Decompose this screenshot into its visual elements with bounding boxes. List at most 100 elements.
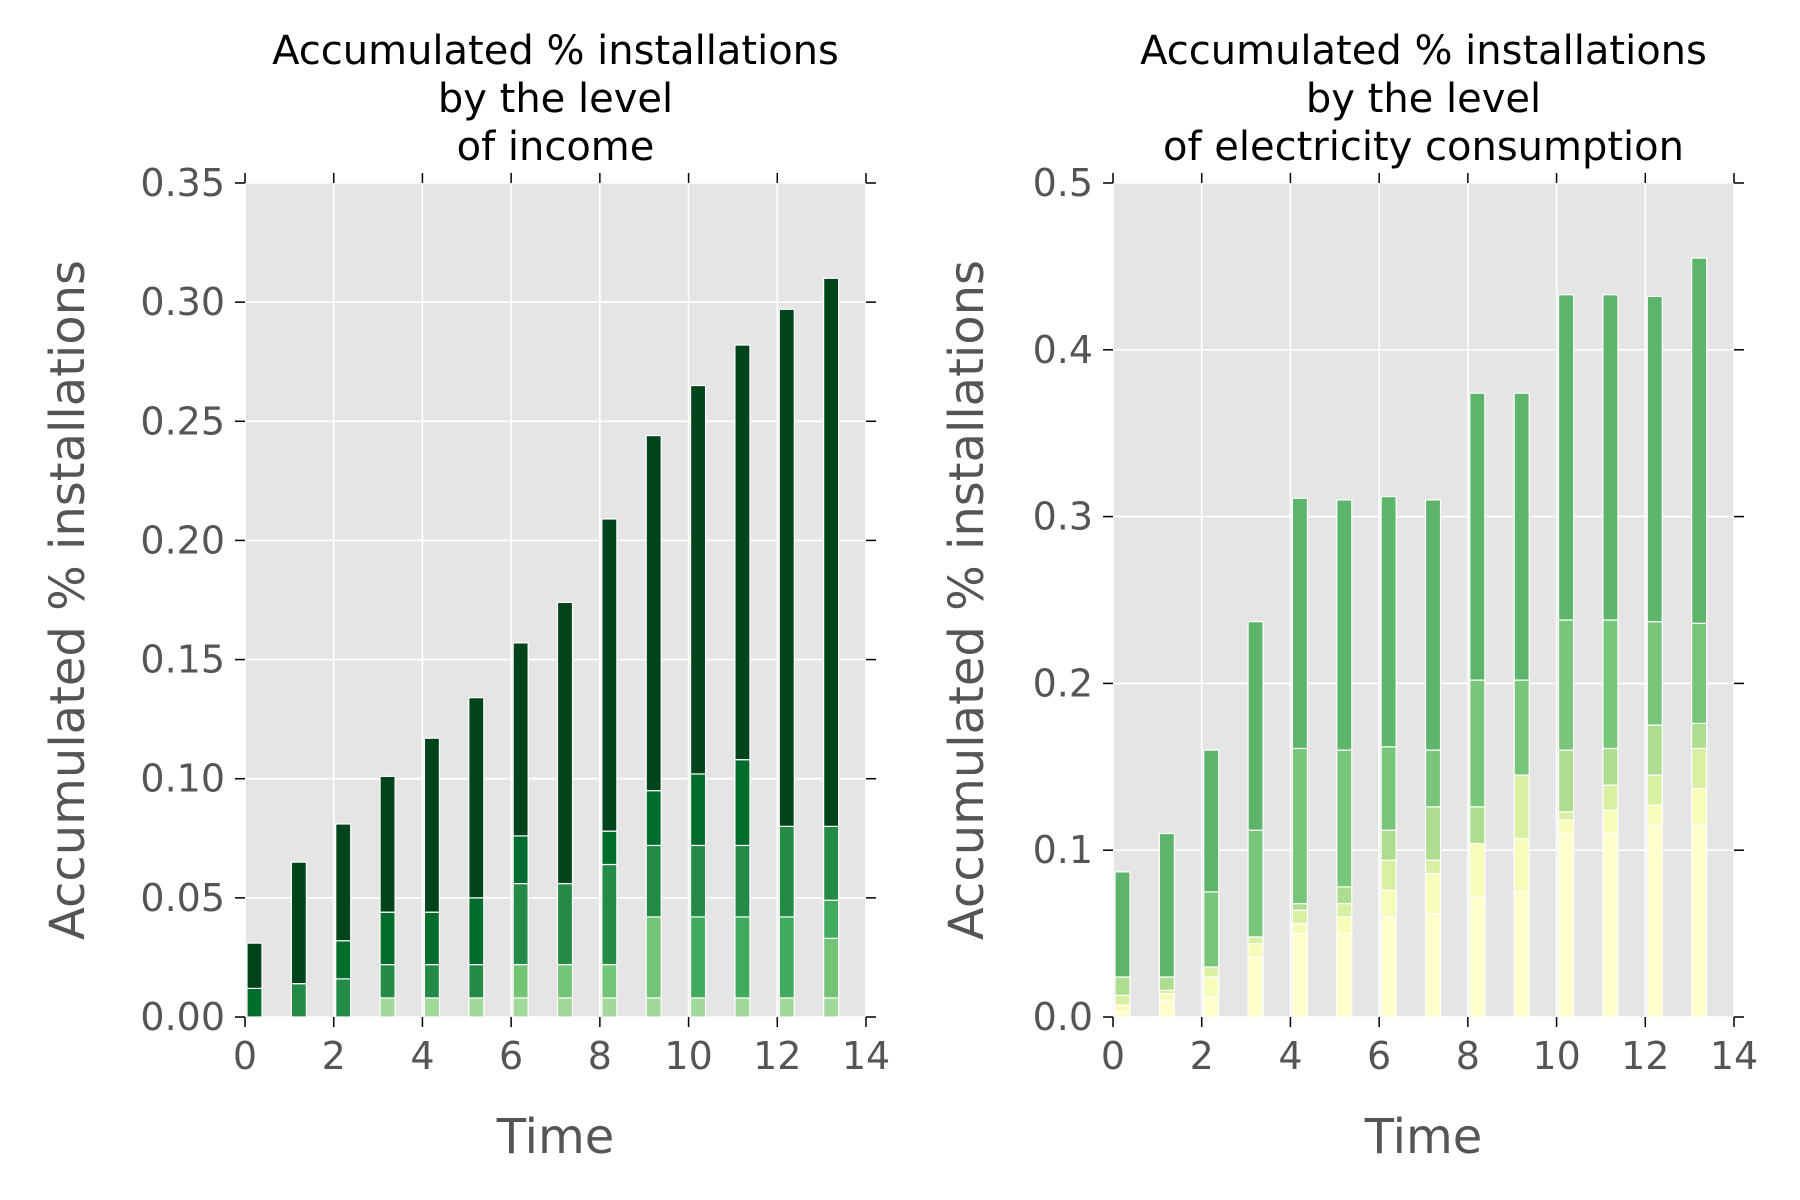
bar-segment (1336, 886, 1353, 905)
chart-title-line: Accumulated % installations (272, 28, 839, 74)
bar-segment (1380, 889, 1397, 918)
bar-segment (1646, 774, 1663, 806)
bar-segment (823, 899, 840, 939)
bar-segment (1513, 837, 1530, 893)
x-tick-label: 0 (1101, 1034, 1125, 1078)
bar-segment (1602, 747, 1619, 786)
bar-segment (1114, 994, 1131, 1006)
bar-segment (1424, 912, 1442, 1018)
y-tick-label: 0.1 (1033, 828, 1093, 872)
bar-segment (1158, 993, 1175, 1001)
bar-segment (335, 940, 352, 980)
bar-segment (512, 963, 529, 999)
bar-segment (1557, 294, 1575, 621)
bar-segment (1469, 392, 1486, 681)
bar-segment (1247, 956, 1264, 1018)
bar-segment (379, 963, 396, 999)
x-tick-label: 8 (1456, 1034, 1480, 1078)
bar-segment (734, 759, 751, 847)
bar-segment (423, 997, 441, 1018)
bar-segment (556, 963, 574, 999)
bar-segment (823, 997, 840, 1018)
bar-segment (1602, 809, 1619, 835)
bar-segment (379, 997, 396, 1018)
bar-segment (423, 737, 441, 913)
bar-segment (335, 978, 352, 1018)
bar-segment (1646, 295, 1663, 623)
bar-segment (1336, 916, 1353, 935)
chart-panel-1: 0 2 4 6 8 10 12 14 0.00 0.05 0.10 0.15 0.20 0.25 0.30 0… (40, 28, 890, 1165)
bar-segment (1291, 922, 1309, 935)
bar-segment (734, 844, 751, 918)
chart-title-line: of electricity consumption (1163, 124, 1684, 170)
bar-segment (645, 916, 662, 999)
bar-segment (601, 863, 618, 966)
bar-segment (1513, 774, 1530, 840)
bar-segment (645, 997, 662, 1018)
bar-segment (1646, 621, 1663, 726)
bar-segment (1424, 499, 1442, 751)
bar-segment (1114, 1011, 1131, 1018)
bar-segment (689, 844, 707, 918)
bar-segment (1291, 902, 1309, 911)
bar-segment (778, 997, 795, 1018)
bar-segment (379, 911, 396, 966)
y-tick-label: 0.3 (1033, 495, 1093, 539)
bar-segment (1424, 859, 1442, 875)
bar-segment (1336, 499, 1353, 751)
bar-segment (290, 983, 307, 1018)
x-tick-label: 0 (233, 1034, 257, 1078)
y-axis-label: Accumulated % installations (939, 260, 995, 940)
bar-segment (1424, 806, 1442, 861)
bar-segment (1557, 619, 1575, 751)
bar-segment (1469, 842, 1486, 898)
x-axis-label: Time (496, 1109, 614, 1165)
bar-segment (1380, 859, 1397, 891)
bar-segment (1158, 976, 1175, 991)
x-tick-label: 6 (1367, 1034, 1391, 1078)
bar-segment (556, 882, 574, 966)
bar-segment (1247, 936, 1264, 945)
bar-segment (1424, 749, 1442, 808)
y-tick-label: 0.00 (140, 995, 225, 1039)
y-tick-label: 0.25 (140, 399, 225, 443)
bar-segment (645, 790, 662, 847)
bar-segment (1247, 829, 1264, 938)
x-axis-label: Time (1364, 1109, 1482, 1165)
bar-segment (1557, 749, 1575, 813)
bar-segment (689, 997, 707, 1018)
bar-segment (601, 830, 618, 866)
bar-segment (645, 434, 662, 792)
bar-segment (1158, 999, 1175, 1018)
bar-segment (512, 835, 529, 885)
bar-segment (1691, 787, 1708, 826)
x-tick-label: 4 (410, 1034, 434, 1078)
bar-segment (1557, 832, 1575, 1018)
bar-segment (1203, 966, 1220, 978)
bar-segment (1557, 811, 1575, 821)
bar-segment (1469, 806, 1486, 845)
bar-segment (734, 344, 751, 761)
bar-segment (335, 823, 352, 942)
x-tick-label: 12 (1621, 1034, 1669, 1078)
bar-segment (734, 997, 751, 1018)
bar-segment (1380, 916, 1397, 1018)
bar-segment (1424, 872, 1442, 915)
bar-segment (1691, 722, 1708, 750)
bar-segment (1380, 746, 1397, 831)
bar-segment (1646, 824, 1663, 1018)
y-tick-label: 0.20 (140, 518, 225, 562)
chart-title-line: by the level (1306, 76, 1541, 122)
bar-segment (1691, 257, 1708, 624)
chart-panel-2: 0 2 4 6 8 10 12 14 0.0 0.1 0.2 0.3 0.4 0.5 Time Accumul… (939, 28, 1758, 1165)
bar-segment (689, 384, 707, 775)
bar-segment (1203, 996, 1220, 1018)
bar-segment (1513, 679, 1530, 776)
bar-segment (423, 963, 441, 999)
bar-segment (1114, 1004, 1131, 1013)
bar-segment (1513, 392, 1530, 681)
bar-segment (601, 518, 618, 832)
bar-segment (1380, 495, 1397, 748)
y-tick-label: 0.30 (140, 280, 225, 324)
